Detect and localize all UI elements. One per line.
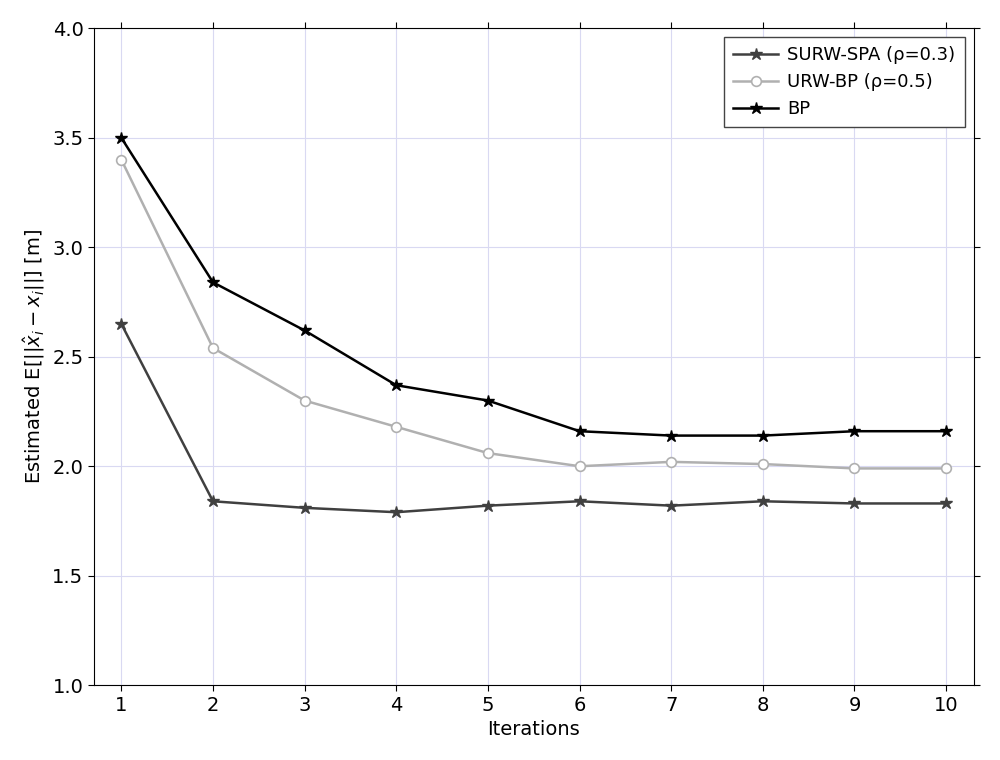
BP	[848, 426, 860, 435]
SURW-SPA (ρ=0.3)	[665, 501, 677, 510]
Line: URW-BP (ρ=0.5): URW-BP (ρ=0.5)	[116, 155, 951, 473]
BP	[115, 133, 127, 142]
SURW-SPA (ρ=0.3)	[482, 501, 494, 510]
Y-axis label: Estimated E[$||\hat{x}_i - x_i||$] [m]: Estimated E[$||\hat{x}_i - x_i||$] [m]	[21, 230, 47, 484]
URW-BP (ρ=0.5)	[757, 460, 769, 469]
URW-BP (ρ=0.5)	[482, 448, 494, 458]
URW-BP (ρ=0.5)	[848, 464, 860, 473]
URW-BP (ρ=0.5)	[665, 458, 677, 467]
SURW-SPA (ρ=0.3)	[390, 508, 402, 517]
BP	[482, 396, 494, 405]
URW-BP (ρ=0.5)	[574, 461, 586, 470]
SURW-SPA (ρ=0.3)	[574, 497, 586, 506]
BP	[390, 381, 402, 390]
Legend: SURW-SPA (ρ=0.3), URW-BP (ρ=0.5), BP: SURW-SPA (ρ=0.3), URW-BP (ρ=0.5), BP	[724, 37, 965, 128]
SURW-SPA (ρ=0.3)	[115, 319, 127, 328]
BP	[299, 326, 311, 335]
URW-BP (ρ=0.5)	[207, 344, 219, 353]
URW-BP (ρ=0.5)	[299, 396, 311, 405]
X-axis label: Iterations: Iterations	[487, 720, 580, 739]
URW-BP (ρ=0.5)	[115, 155, 127, 164]
SURW-SPA (ρ=0.3)	[757, 497, 769, 506]
BP	[757, 431, 769, 440]
BP	[665, 431, 677, 440]
BP	[207, 277, 219, 287]
SURW-SPA (ρ=0.3)	[848, 499, 860, 508]
BP	[574, 426, 586, 435]
BP	[940, 426, 952, 435]
SURW-SPA (ρ=0.3)	[940, 499, 952, 508]
Line: BP: BP	[115, 131, 952, 442]
SURW-SPA (ρ=0.3)	[299, 503, 311, 512]
Line: SURW-SPA (ρ=0.3): SURW-SPA (ρ=0.3)	[115, 318, 952, 518]
URW-BP (ρ=0.5)	[940, 464, 952, 473]
SURW-SPA (ρ=0.3)	[207, 497, 219, 506]
URW-BP (ρ=0.5)	[390, 423, 402, 432]
